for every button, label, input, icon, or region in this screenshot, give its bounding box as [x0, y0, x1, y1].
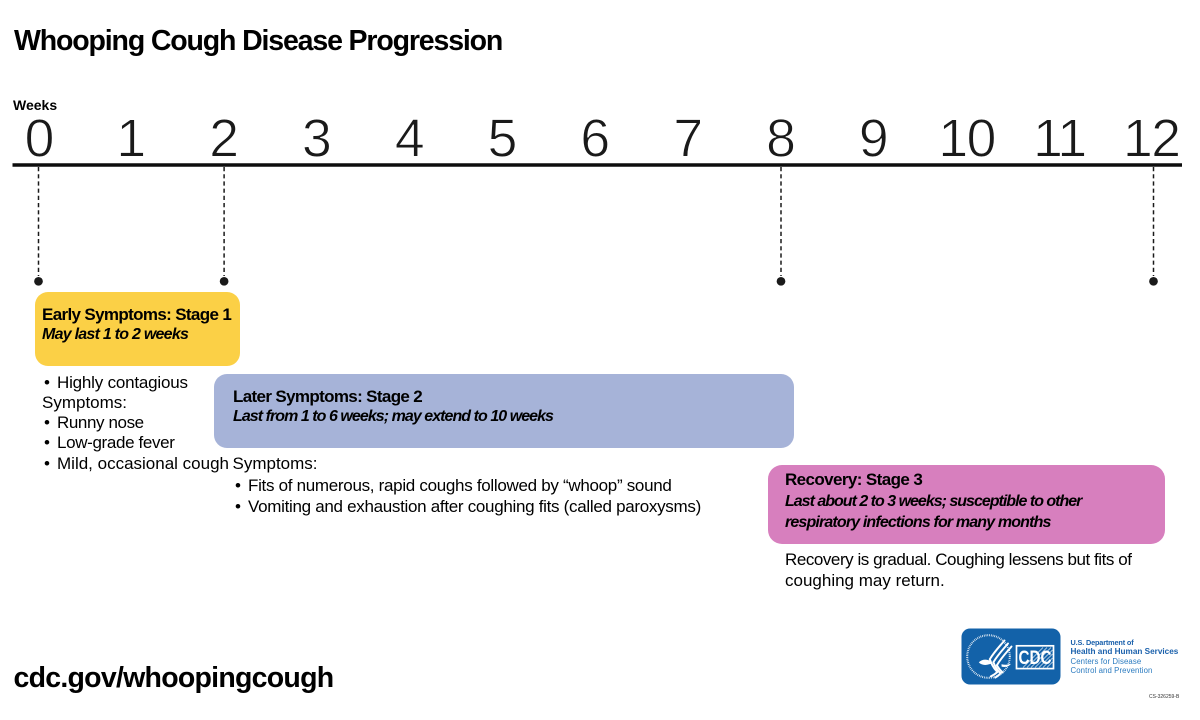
svg-text:5: 5 [488, 110, 518, 169]
svg-text:CDC: CDC [1019, 647, 1052, 669]
svg-text:10: 10 [938, 110, 995, 169]
svg-text:3: 3 [302, 110, 332, 169]
svg-text:4: 4 [395, 110, 425, 169]
svg-text:2: 2 [209, 110, 239, 169]
svg-text:8: 8 [766, 110, 796, 169]
svg-text:12: 12 [1123, 110, 1180, 169]
svg-text:1: 1 [116, 110, 146, 169]
svg-text:9: 9 [859, 110, 889, 169]
svg-text:11: 11 [1033, 110, 1086, 169]
svg-text:6: 6 [580, 110, 610, 169]
svg-text:0: 0 [25, 110, 55, 169]
svg-text:7: 7 [673, 110, 703, 169]
